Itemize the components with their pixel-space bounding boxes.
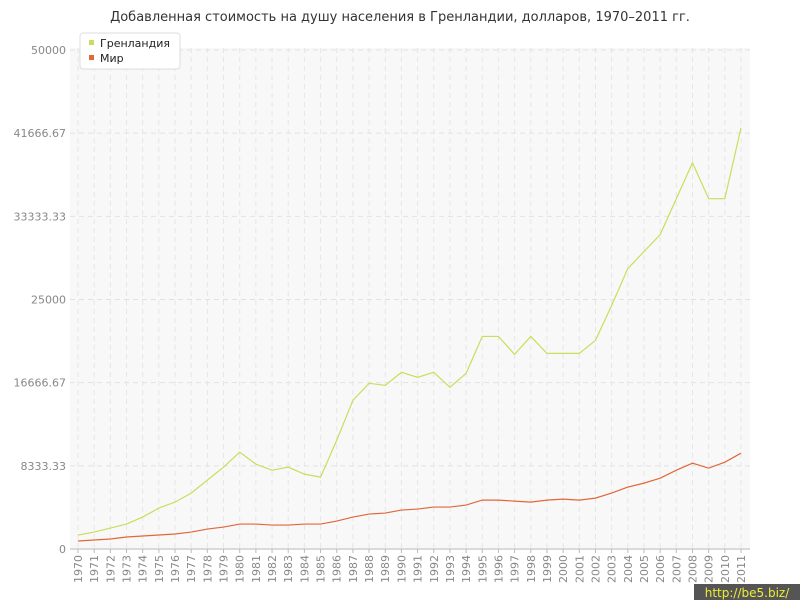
y-tick-label: 41666.67 — [14, 127, 67, 140]
x-tick-label: 2009 — [703, 555, 716, 583]
y-tick-label: 0 — [59, 543, 66, 556]
x-tick-label: 1989 — [379, 555, 392, 583]
y-tick-label: 50000 — [31, 44, 66, 57]
x-tick-label: 1988 — [363, 555, 376, 583]
chart-title: Добавленная стоимость на душу населения … — [110, 10, 690, 25]
y-tick-label: 8333.33 — [21, 460, 67, 473]
legend-swatch — [89, 55, 94, 60]
x-tick-label: 1993 — [444, 555, 457, 583]
series-line — [77, 452, 742, 542]
x-tick-label: 2001 — [573, 555, 586, 583]
x-tick-label: 1990 — [395, 555, 408, 583]
x-tick-label: 2005 — [638, 555, 651, 583]
x-tick-label: 2000 — [557, 555, 570, 583]
plot-area — [70, 48, 750, 550]
x-tick-label: 1970 — [72, 555, 85, 583]
x-tick-label: 1998 — [525, 555, 538, 583]
x-tick-label: 1996 — [492, 555, 505, 583]
x-tick-label: 1979 — [218, 555, 231, 583]
x-tick-label: 1974 — [137, 555, 150, 583]
watermark-bg — [694, 584, 800, 600]
x-tick-label: 2011 — [735, 555, 748, 583]
x-tick-label: 1994 — [460, 555, 473, 583]
x-tick-label: 1992 — [428, 555, 441, 583]
x-tick-label: 1973 — [121, 555, 134, 583]
y-tick-label: 16666.67 — [14, 377, 67, 390]
x-tick-label: 2003 — [606, 555, 619, 583]
x-tick-label: 1981 — [250, 555, 263, 583]
x-tick-label: 1976 — [169, 555, 182, 583]
x-tick-label: 1972 — [104, 555, 117, 583]
x-tick-label: 1987 — [347, 555, 360, 583]
x-tick-label: 1983 — [282, 555, 295, 583]
x-tick-label: 1977 — [185, 555, 198, 583]
x-tick-label: 1991 — [412, 555, 425, 583]
x-tick-label: 1975 — [153, 555, 166, 583]
watermark: http://be5.biz/ — [705, 586, 790, 600]
x-tick-label: 1999 — [541, 555, 554, 583]
x-tick-label: 1985 — [315, 555, 328, 583]
x-tick-label: 2008 — [686, 555, 699, 583]
x-tick-label: 1978 — [201, 555, 214, 583]
y-tick-label: 25000 — [31, 294, 66, 307]
x-tick-label: 2010 — [719, 555, 732, 583]
x-tick-label: 1995 — [476, 555, 489, 583]
x-tick-label: 1980 — [234, 555, 247, 583]
y-tick-label: 33333.33 — [14, 210, 67, 223]
legend-label: Мир — [100, 52, 124, 65]
legend-swatch — [89, 40, 94, 45]
x-tick-label: 2007 — [670, 555, 683, 583]
x-tick-label: 1986 — [331, 555, 344, 583]
x-tick-label: 1982 — [266, 555, 279, 583]
x-tick-label: 2006 — [654, 555, 667, 583]
legend-box — [79, 32, 181, 70]
series-line — [77, 127, 742, 536]
x-tick-label: 1997 — [509, 555, 522, 583]
x-tick-label: 1984 — [298, 555, 311, 583]
x-tick-label: 2004 — [622, 555, 635, 583]
x-tick-label: 1971 — [88, 555, 101, 583]
legend-label: Гренландия — [100, 37, 170, 50]
x-tick-label: 2002 — [589, 555, 602, 583]
